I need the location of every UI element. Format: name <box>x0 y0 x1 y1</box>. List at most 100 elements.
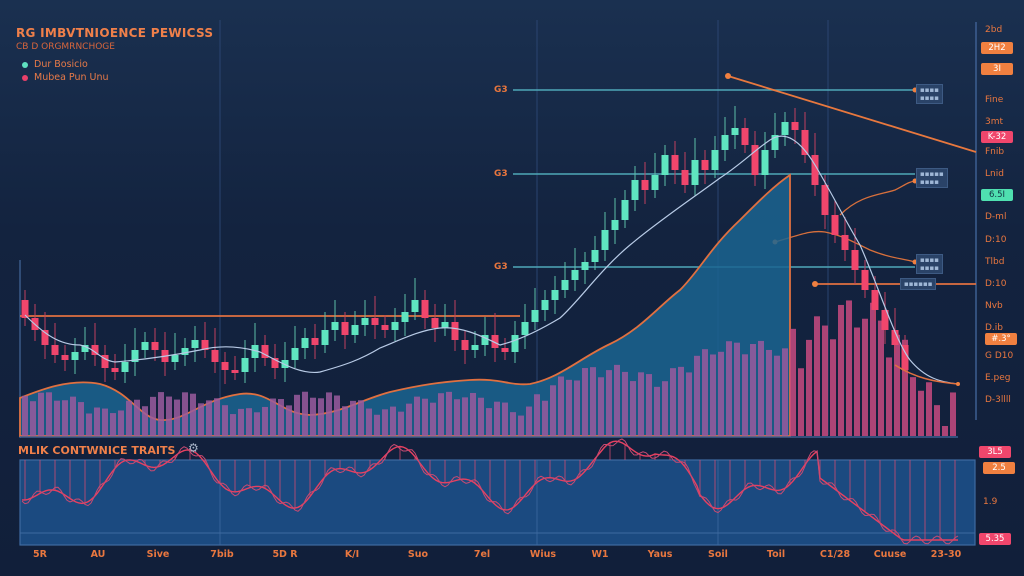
candle <box>531 310 539 322</box>
y-axis-label: E.peg <box>985 373 1011 383</box>
level-callout[interactable]: ▪▪▪▪▪ ▪▪▪▪ <box>916 168 948 188</box>
candle <box>301 338 309 348</box>
candle <box>821 185 829 215</box>
candle <box>441 322 449 328</box>
legend-item[interactable]: Mubea Pun Unu <box>22 71 109 84</box>
candle <box>171 355 179 362</box>
x-axis-label: AU <box>90 549 106 560</box>
candle <box>381 325 389 330</box>
x-axis-label: K/I <box>344 549 360 560</box>
candle <box>401 312 409 322</box>
candle <box>761 150 769 175</box>
candle <box>241 358 249 372</box>
volume-bars <box>22 300 956 436</box>
candle <box>111 368 119 372</box>
y-axis-label: 6.5I <box>981 189 1013 201</box>
candle <box>81 345 89 352</box>
level-callout[interactable]: ▪▪▪▪ ▪▪▪▪ <box>916 84 943 104</box>
candle <box>641 180 649 190</box>
candle <box>331 322 339 330</box>
level-callout[interactable]: ▪▪▪▪▪▪ <box>900 278 937 290</box>
y-axis-label: 3mt <box>985 117 1004 127</box>
candle <box>631 180 639 200</box>
candle <box>851 250 859 270</box>
candle <box>371 318 379 325</box>
legend-dot-icon <box>22 74 28 81</box>
candle <box>751 145 759 175</box>
candle <box>581 262 589 270</box>
candle <box>351 325 359 335</box>
candle <box>781 122 789 135</box>
candle <box>591 250 599 262</box>
candle <box>881 310 889 330</box>
level-label: G3 <box>494 85 508 95</box>
x-axis-label: Toil <box>766 549 786 560</box>
candlesticks <box>21 106 909 384</box>
candle <box>41 330 49 345</box>
candle <box>421 300 429 318</box>
legend-item[interactable]: Dur Bosicio <box>22 58 109 71</box>
legend-label: Dur Bosicio <box>34 59 88 70</box>
level-callout[interactable]: ▪▪▪▪ ▪▪▪▪ <box>916 254 943 274</box>
candle <box>61 355 69 360</box>
candle <box>601 230 609 250</box>
legend: Dur Bosicio Mubea Pun Unu <box>22 58 109 84</box>
candle <box>671 155 679 170</box>
oscillator-histogram <box>24 442 956 540</box>
candle <box>551 290 559 300</box>
candle <box>841 235 849 250</box>
oscillator-tag: 3L5 <box>979 446 1011 458</box>
candle <box>681 170 689 185</box>
candle <box>201 340 209 350</box>
y-axis-label: D:10 <box>985 235 1007 245</box>
x-axis-label: Wius <box>529 549 557 560</box>
candle <box>121 362 129 372</box>
x-axis-label: Suo <box>407 549 429 560</box>
y-axis-label: 3I <box>981 63 1013 75</box>
candle <box>901 345 909 370</box>
candle <box>251 345 259 358</box>
candle <box>711 150 719 170</box>
price-tag: #.3° <box>985 333 1017 345</box>
candle <box>621 200 629 220</box>
candle <box>791 122 799 130</box>
candle <box>261 345 269 358</box>
y-axis-label: Lnid <box>985 169 1004 179</box>
y-axis-label: Nvb <box>985 301 1003 311</box>
candle <box>131 350 139 362</box>
candle <box>611 220 619 230</box>
oscillator-axis-label: 1.9 <box>983 497 998 507</box>
candle <box>701 160 709 170</box>
candle <box>271 358 279 368</box>
candle <box>51 345 59 355</box>
candle <box>491 335 499 348</box>
x-axis-label: 5D R <box>272 549 298 560</box>
candle <box>341 322 349 335</box>
y-axis-label: D:10 <box>985 279 1007 289</box>
y-axis-label: Fine <box>985 95 1004 105</box>
y-axis-label: Fnib <box>985 147 1005 157</box>
candle <box>691 160 699 185</box>
chart-title: RG IMBVTNIOENCE PEWICSS <box>16 26 214 40</box>
x-axis-label: Cuuse <box>873 549 907 560</box>
candle <box>211 350 219 362</box>
settings-icon[interactable]: ⚙ <box>188 441 199 455</box>
candle <box>511 335 519 352</box>
x-axis-label: Soil <box>708 549 728 560</box>
candle <box>801 130 809 155</box>
candle <box>891 330 899 345</box>
x-axis-label: Yaus <box>647 549 673 560</box>
candle <box>391 322 399 330</box>
legend-dot-icon <box>22 61 28 68</box>
candle <box>811 155 819 185</box>
level-label: G3 <box>494 169 508 179</box>
x-axis-label: 7el <box>473 549 491 560</box>
candle <box>221 362 229 370</box>
candle <box>91 345 99 355</box>
candle <box>571 270 579 280</box>
x-axis-label: 7bib <box>210 549 234 560</box>
x-axis-label: Sive <box>146 549 170 560</box>
candle <box>651 175 659 190</box>
candle <box>321 330 329 345</box>
